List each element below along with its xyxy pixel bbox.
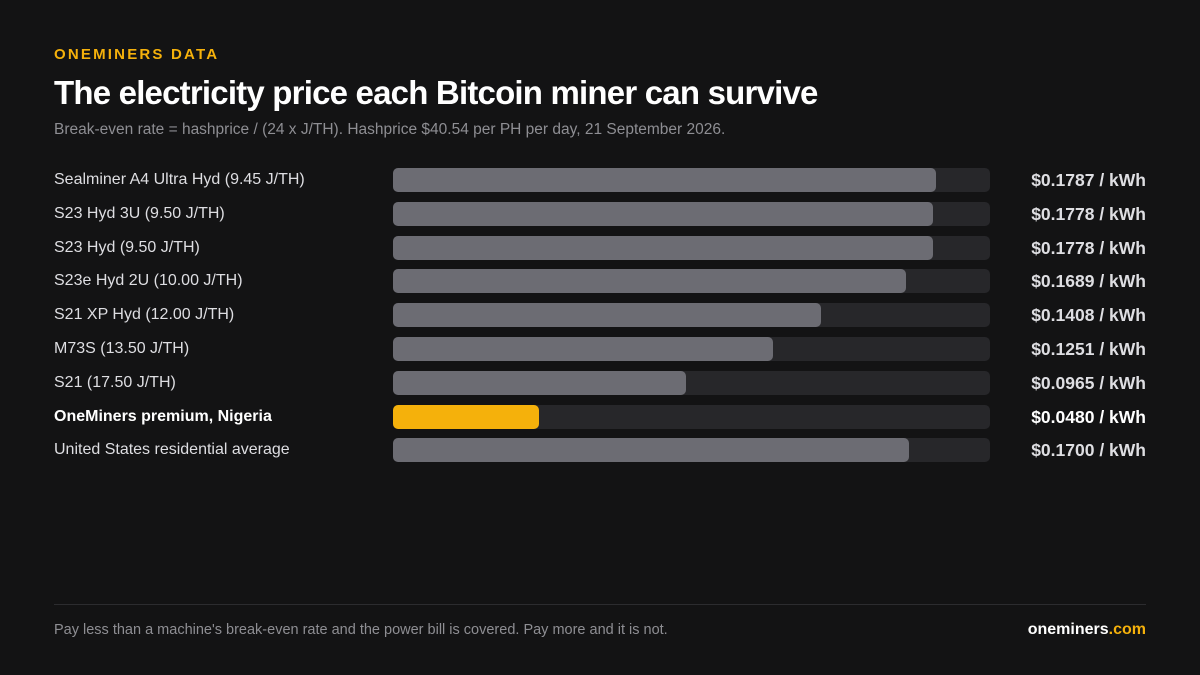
bar-category-label: S23 Hyd (9.50 J/TH) [54,238,200,256]
bar-track [393,337,990,361]
bar-track [393,404,990,429]
bar [393,201,934,226]
bar-category-label: United States residential average [54,441,290,459]
page-subtitle: Break-even rate = hashprice / (24 x J/TH… [54,121,726,138]
bar-value-label: $0.1251 / kWh [1031,339,1146,359]
bar [393,303,821,328]
bar-category-label: S21 (17.50 J/TH) [54,373,176,391]
bar-category-label: Sealminer A4 Ultra Hyd (9.45 J/TH) [54,171,305,188]
footer-note: Pay less than a machine's break-even rat… [54,622,668,638]
chart-row: S23 Hyd 3U (9.50 J/TH) $0.1778 / kWh [0,201,1200,226]
bar-value-label: $0.1787 / kWh [1031,170,1146,190]
eyebrow-label: ONEMINERS DATA [54,46,220,63]
page-title: The electricity price each Bitcoin miner… [54,74,818,111]
bar [393,168,936,192]
bar-track [393,201,990,226]
bar-track [393,235,990,260]
chart-row: Sealminer A4 Ultra Hyd (9.45 J/TH) $0.178… [0,168,1200,192]
chart-row: OneMiners premium, Nigeria $0.0480 / kWh [0,404,1200,429]
bar-track [393,303,990,328]
bar-value-label: $0.1700 / kWh [1031,440,1146,461]
bar-value-label: $0.1778 / kWh [1031,203,1146,224]
chart-row: M73S (13.50 J/TH) $0.1251 / kWh [0,337,1200,361]
chart-row: S21 XP Hyd (12.00 J/TH) $0.1408 / kWh [0,303,1200,328]
bar-category-label: OneMiners premium, Nigeria [54,407,272,425]
bar-category-label: S23 Hyd 3U (9.50 J/TH) [54,204,225,222]
bar [393,235,934,260]
bar-category-label: S21 XP Hyd (12.00 J/TH) [54,306,235,324]
chart-row: S23e Hyd 2U (10.00 J/TH) $0.1689 / kWh [0,269,1200,294]
bar-category-label: M73S (13.50 J/TH) [54,340,190,357]
bar-value-label: $0.1408 / kWh [1031,305,1146,326]
chart-row: S23 Hyd (9.50 J/TH) $0.1778 / kWh [0,235,1200,260]
bar-track [393,168,990,192]
bar-value-label: $0.0480 / kWh [1031,406,1146,427]
bar-track [393,269,990,294]
bar-value-label: $0.0965 / kWh [1031,372,1146,393]
brand-link[interactable]: oneminers.com [1028,621,1146,639]
bar [393,404,539,429]
bar-track [393,370,990,395]
footer-divider [54,604,1146,605]
bar [393,370,687,395]
brand-tld: .com [1108,621,1146,638]
bar [393,337,774,361]
bar-value-label: $0.1778 / kWh [1031,237,1146,258]
chart-row: United States residential average $0.1700… [0,438,1200,463]
chart-row: S21 (17.50 J/TH) $0.0965 / kWh [0,370,1200,395]
bar-value-label: $0.1689 / kWh [1031,271,1146,292]
brand-name: oneminers [1027,621,1109,638]
bar [393,438,910,463]
bar-category-label: S23e Hyd 2U (10.00 J/TH) [54,272,243,290]
bar [393,269,907,294]
bar-track [393,438,990,463]
